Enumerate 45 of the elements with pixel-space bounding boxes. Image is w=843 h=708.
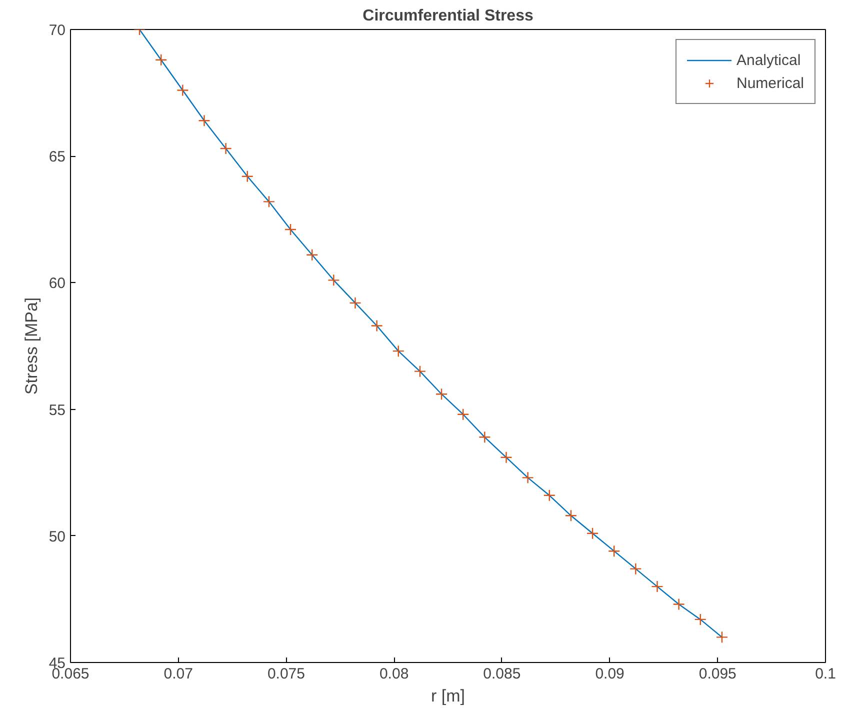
point xyxy=(716,631,728,644)
y-tick-label: 50 xyxy=(48,528,66,546)
point xyxy=(262,196,276,208)
point xyxy=(284,223,297,236)
point xyxy=(176,84,189,96)
point xyxy=(478,431,491,444)
y-tick-label: 65 xyxy=(48,148,66,166)
point xyxy=(522,472,534,484)
point xyxy=(220,142,232,155)
point xyxy=(500,451,512,464)
point xyxy=(672,598,685,610)
legend-label: Analytical xyxy=(736,52,801,68)
x-tick-label: 0.08 xyxy=(379,666,409,682)
y-tick-label: 55 xyxy=(48,402,66,419)
point xyxy=(392,344,404,358)
x-tick-label: 0.1 xyxy=(815,666,836,682)
x-tick-label: 0.07 xyxy=(164,666,193,682)
point xyxy=(630,562,642,575)
point xyxy=(414,365,426,378)
y-tick-label: 60 xyxy=(48,275,66,292)
point xyxy=(435,388,448,400)
point xyxy=(328,274,340,286)
point xyxy=(564,510,578,522)
x-tick-label: 0.085 xyxy=(483,666,521,682)
point xyxy=(543,489,556,502)
point xyxy=(349,296,362,310)
point xyxy=(651,580,664,593)
line-series xyxy=(138,30,723,638)
x-tick-label: 0.095 xyxy=(698,666,736,682)
point xyxy=(457,408,470,420)
point xyxy=(586,527,599,540)
point xyxy=(306,248,318,261)
point xyxy=(155,54,168,66)
y-tick-label: 70 xyxy=(48,22,66,39)
point xyxy=(198,114,210,127)
x-tick-label: 0.09 xyxy=(595,666,624,682)
point xyxy=(694,613,706,626)
chart-title: Circumferential Stress xyxy=(362,8,534,24)
y-axis-title: Stress [MPa] xyxy=(22,297,41,395)
point xyxy=(608,544,620,558)
x-axis-title: r [m] xyxy=(431,686,466,706)
point xyxy=(241,170,254,182)
legend-label: Numerical xyxy=(736,74,804,92)
point xyxy=(370,320,383,332)
x-tick-label: 0.075 xyxy=(267,666,305,682)
